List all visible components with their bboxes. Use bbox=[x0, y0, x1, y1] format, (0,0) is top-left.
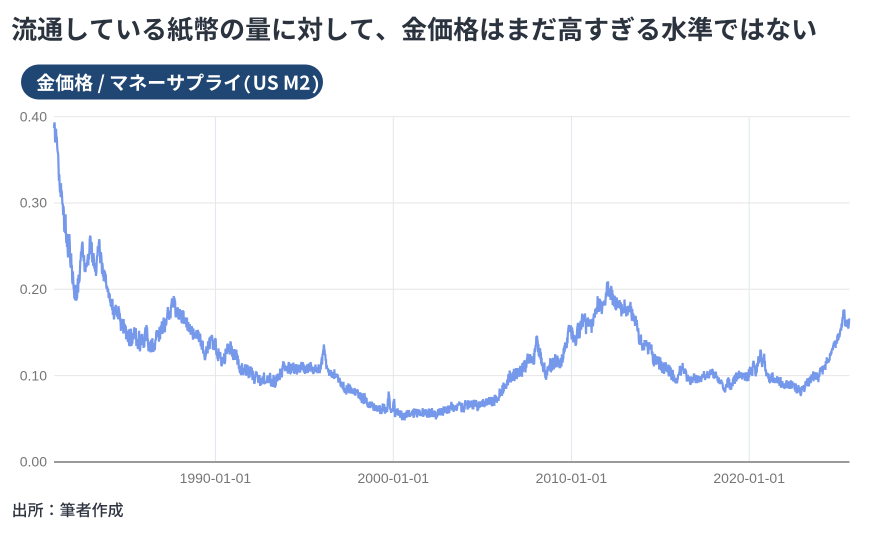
svg-text:1990-01-01: 1990-01-01 bbox=[180, 470, 252, 486]
svg-text:0.10: 0.10 bbox=[20, 367, 47, 383]
svg-text:0.30: 0.30 bbox=[20, 195, 47, 211]
svg-text:0.00: 0.00 bbox=[20, 454, 47, 470]
svg-text:2020-01-01: 2020-01-01 bbox=[713, 470, 785, 486]
svg-text:0.20: 0.20 bbox=[20, 281, 47, 297]
svg-text:2010-01-01: 2010-01-01 bbox=[536, 470, 608, 486]
svg-text:0.40: 0.40 bbox=[20, 108, 47, 124]
svg-text:2000-01-01: 2000-01-01 bbox=[357, 470, 429, 486]
